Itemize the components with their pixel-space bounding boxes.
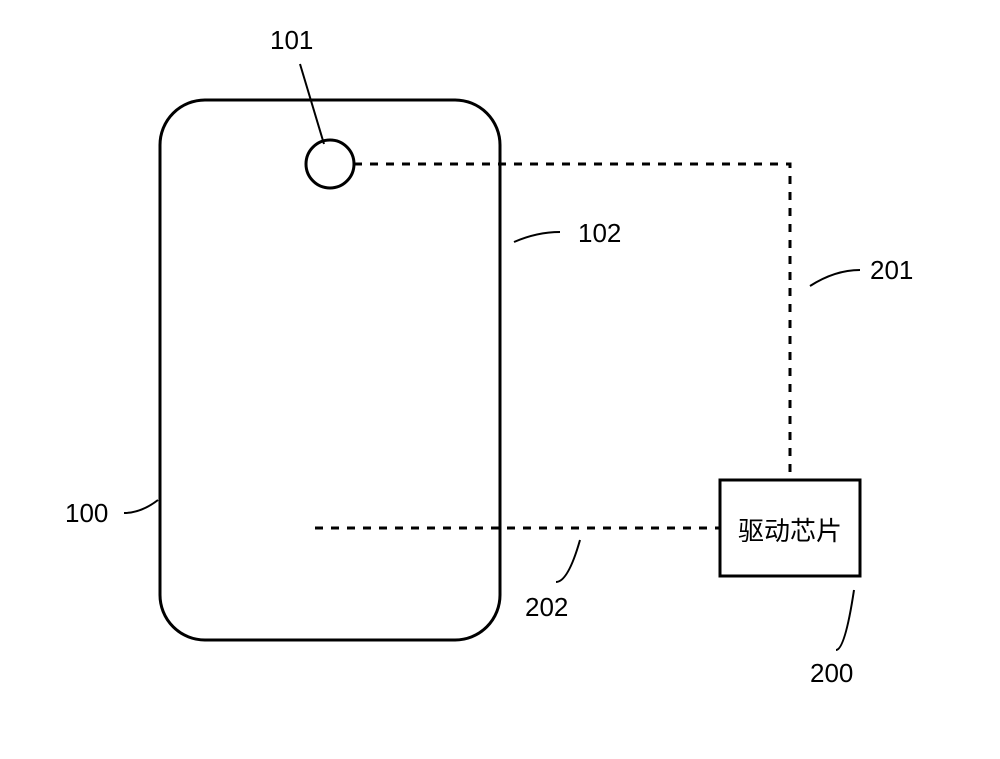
callout-202-label: 202 xyxy=(525,592,568,623)
diagram-container: 101 102 100 201 202 200 驱动芯片 xyxy=(0,0,1000,759)
callout-100-label: 100 xyxy=(65,498,108,529)
diagram-svg xyxy=(0,0,1000,759)
callout-101-label: 101 xyxy=(270,25,313,56)
callout-200-label: 200 xyxy=(810,658,853,689)
chip-box-label: 驱动芯片 xyxy=(720,511,860,548)
callout-201-label: 201 xyxy=(870,255,913,286)
callout-102-label: 102 xyxy=(578,218,621,249)
